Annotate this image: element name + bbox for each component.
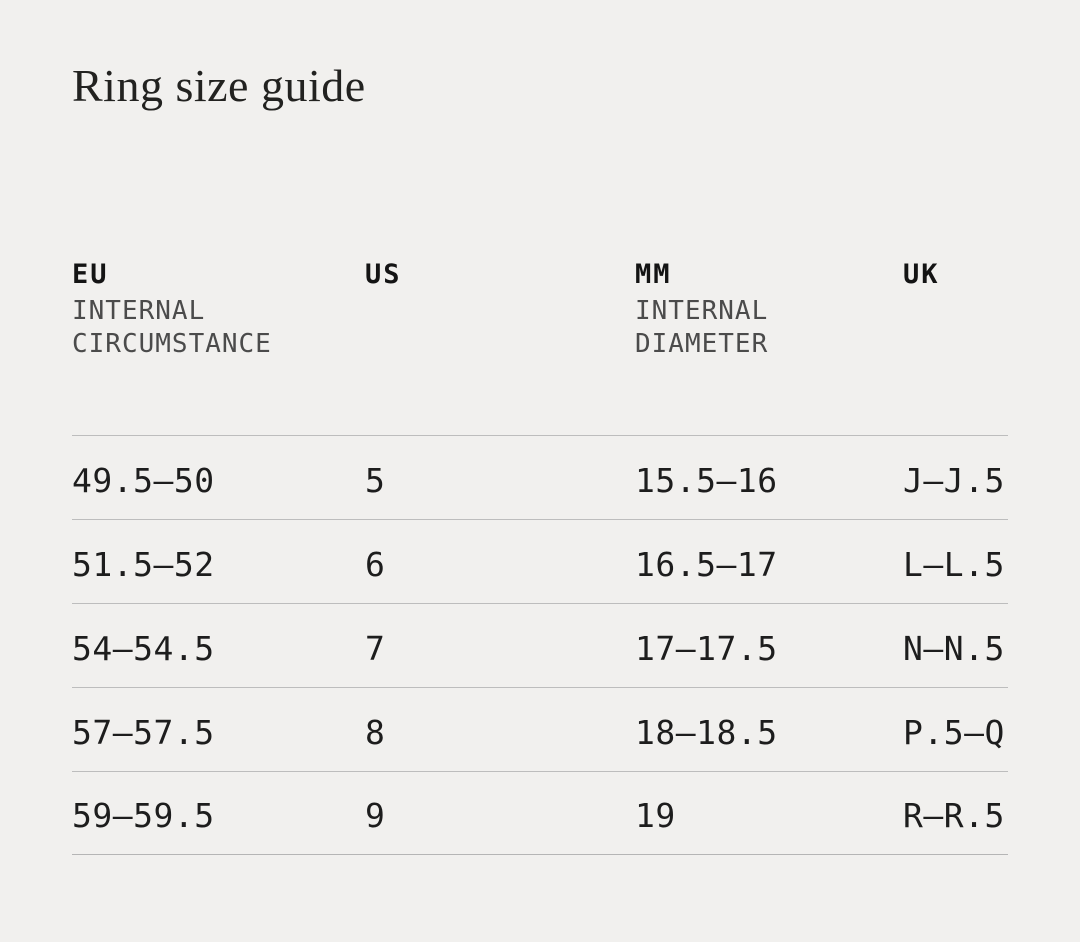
eu-cell: 57—57.5 <box>72 712 215 752</box>
mm-cell: 16.5—17 <box>635 544 778 584</box>
column-label-uk: UK <box>903 259 940 290</box>
column-header-uk: UK <box>903 258 1008 361</box>
column-sublabel: DIAMETER <box>635 329 769 359</box>
column-header-us: US <box>365 258 635 361</box>
mm-cell: 18—18.5 <box>635 712 778 752</box>
mm-cell: 17—17.5 <box>635 628 778 668</box>
table-row: 57—57.5 8 18—18.5 P.5—Q <box>72 687 1008 771</box>
size-table-body: 49.5—50 5 15.5—16 J—J.5 51.5—52 6 16.5—1… <box>72 435 1008 855</box>
page-title: Ring size guide <box>72 60 366 111</box>
column-header-eu: EU INTERNAL CIRCUMSTANCE <box>72 258 365 361</box>
uk-cell: N—N.5 <box>903 628 1005 668</box>
uk-cell: J—J.5 <box>903 460 1005 500</box>
mm-cell: 15.5—16 <box>635 460 778 500</box>
uk-cell: L—L.5 <box>903 544 1005 584</box>
us-cell: 7 <box>365 628 386 668</box>
size-table-header: EU INTERNAL CIRCUMSTANCE US MM INTERNAL … <box>72 258 1008 361</box>
table-row: 49.5—50 5 15.5—16 J—J.5 <box>72 435 1008 519</box>
column-label-us: US <box>365 259 402 290</box>
column-sublabel: INTERNAL <box>72 296 206 326</box>
us-cell: 8 <box>365 712 386 752</box>
column-label-eu: EU <box>72 259 109 290</box>
size-table: EU INTERNAL CIRCUMSTANCE US MM INTERNAL … <box>72 258 1008 855</box>
eu-cell: 51.5—52 <box>72 544 215 584</box>
column-sublabel: CIRCUMSTANCE <box>72 329 272 359</box>
table-row: 59—59.5 9 19 R—R.5 <box>72 771 1008 855</box>
uk-cell: R—R.5 <box>903 796 1005 835</box>
us-cell: 6 <box>365 544 386 584</box>
uk-cell: P.5—Q <box>903 712 1005 752</box>
column-sublabel: INTERNAL <box>635 296 769 326</box>
column-header-mm: MM INTERNAL DIAMETER <box>635 258 903 361</box>
eu-cell: 54—54.5 <box>72 628 215 668</box>
table-row: 51.5—52 6 16.5—17 L—L.5 <box>72 519 1008 603</box>
column-label-mm: MM <box>635 259 672 290</box>
us-cell: 5 <box>365 460 386 500</box>
table-row: 54—54.5 7 17—17.5 N—N.5 <box>72 603 1008 687</box>
eu-cell: 59—59.5 <box>72 796 215 835</box>
eu-cell: 49.5—50 <box>72 460 215 500</box>
us-cell: 9 <box>365 796 386 835</box>
mm-cell: 19 <box>635 796 676 835</box>
